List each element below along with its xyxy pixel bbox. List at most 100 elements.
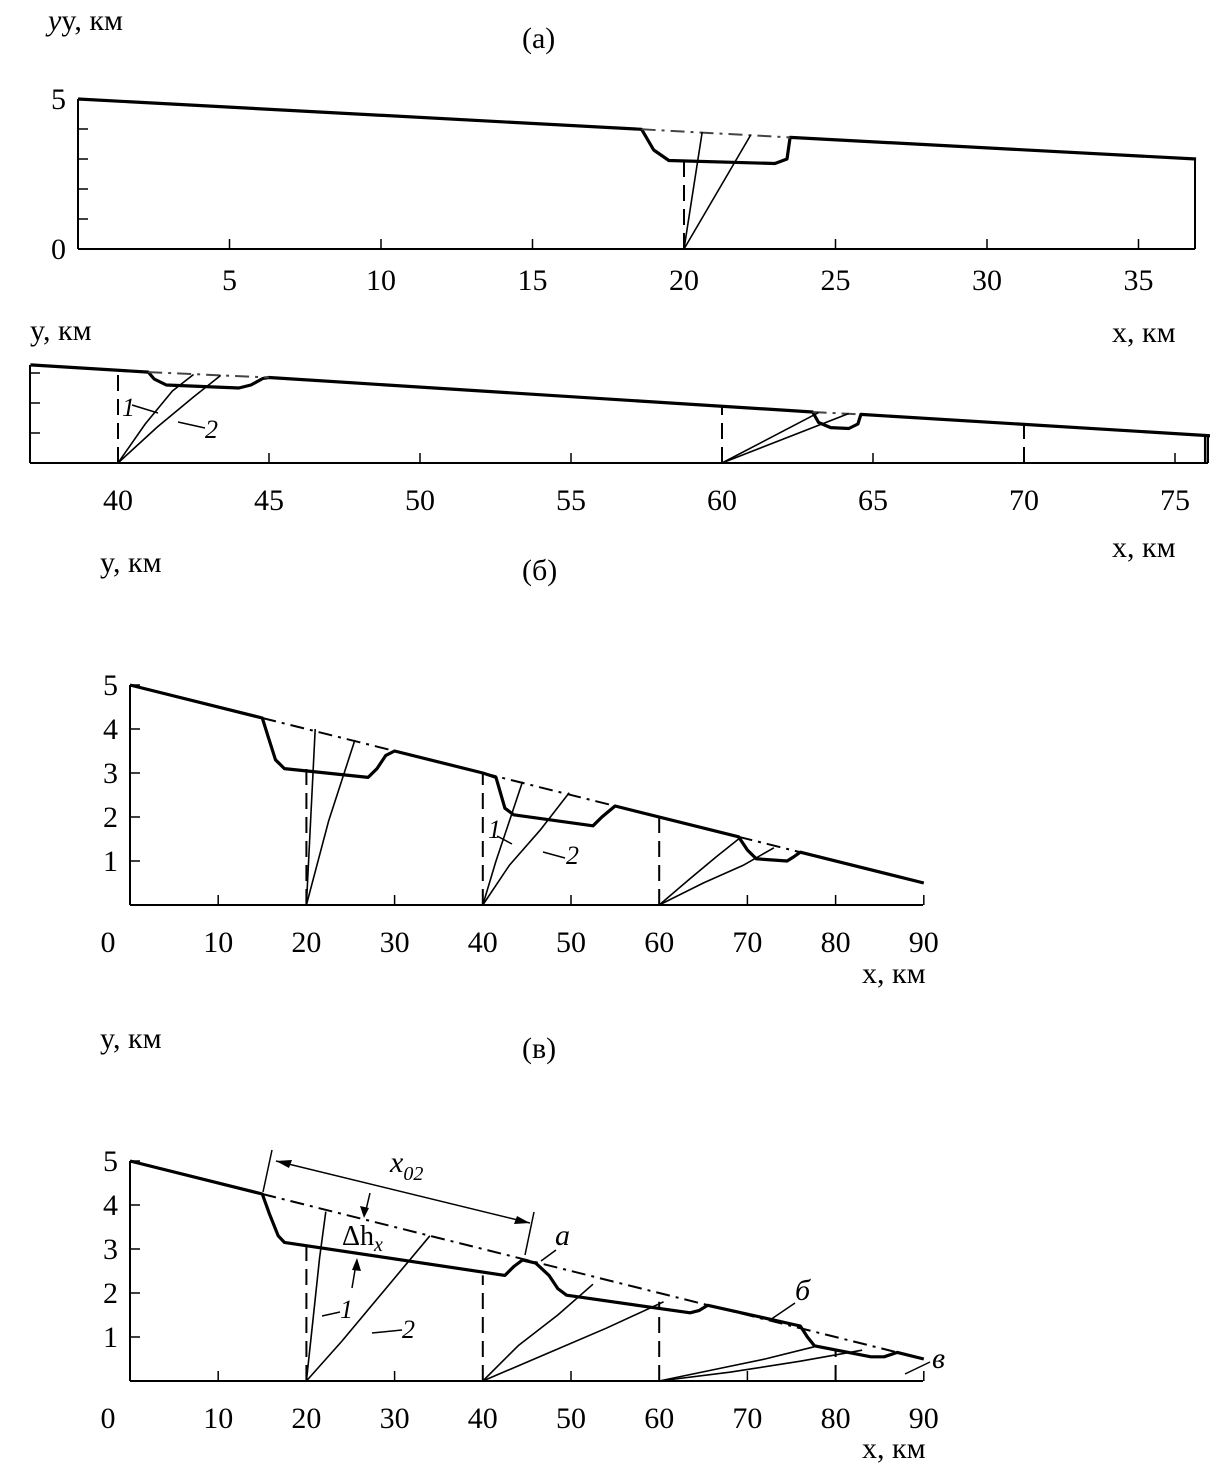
leader-a bbox=[540, 1249, 557, 1262]
series-thin bbox=[117, 373, 194, 464]
arrow-up-icon bbox=[352, 1258, 361, 1271]
y-tick-label: 2 bbox=[103, 801, 118, 834]
x-tick-label: 10 bbox=[366, 264, 396, 297]
panel-label-v: (в) bbox=[522, 1032, 556, 1065]
curve-label-2: 2 bbox=[205, 415, 218, 444]
x-tick-label: 40 bbox=[468, 926, 498, 959]
x-tick-label: 40 bbox=[468, 1402, 498, 1435]
y-tick-label: 3 bbox=[103, 757, 118, 790]
x02-dimension-line bbox=[275, 1160, 531, 1224]
series-profile bbox=[129, 1159, 925, 1361]
ylabel-text: y, км bbox=[61, 4, 123, 37]
x-tick-label: 0 bbox=[101, 1402, 116, 1435]
series-thin bbox=[482, 1301, 664, 1382]
series-thin bbox=[305, 1211, 327, 1382]
series-thin bbox=[659, 1349, 863, 1382]
label-a: а bbox=[555, 1219, 570, 1252]
x02-text: x bbox=[389, 1146, 404, 1179]
label-v: в bbox=[932, 1342, 945, 1375]
panel-v: y, км (в) x, км 1 2 x02 Δhx а б в 0 10 20 3… bbox=[100, 1022, 945, 1465]
leader-2 bbox=[371, 1329, 403, 1334]
series-dashdot bbox=[148, 371, 270, 379]
y-tick-label: 0 bbox=[51, 233, 66, 266]
xlabel-a-top: x, км bbox=[1112, 316, 1176, 349]
ylabel-b: y, км bbox=[100, 546, 162, 579]
x-tick-label: 35 bbox=[1124, 264, 1154, 297]
x-tick-label: 30 bbox=[972, 264, 1002, 297]
y-tick-label: 5 bbox=[103, 1145, 118, 1178]
series-thin bbox=[482, 781, 524, 906]
series-thin bbox=[721, 412, 850, 464]
series-dashdot bbox=[482, 772, 616, 807]
x-tick-label: 60 bbox=[644, 1402, 674, 1435]
series-dashdot bbox=[738, 835, 801, 854]
x-tick-label: 20 bbox=[291, 926, 321, 959]
leader-1 bbox=[496, 835, 513, 845]
xlabel-v: x, км bbox=[862, 1432, 926, 1465]
x-tick-label: 60 bbox=[707, 484, 737, 517]
x-tick-label: 90 bbox=[909, 926, 939, 959]
series-thin bbox=[658, 847, 775, 906]
x-tick-label: 40 bbox=[103, 484, 133, 517]
leader-b bbox=[769, 1302, 796, 1321]
x-tick-label: 50 bbox=[405, 484, 435, 517]
dh-text: Δh bbox=[342, 1221, 374, 1252]
leader-v bbox=[904, 1361, 931, 1375]
arrow-down-icon bbox=[360, 1206, 369, 1218]
y-tick-label: 2 bbox=[103, 1277, 118, 1310]
label-b: б bbox=[795, 1274, 811, 1307]
x-tick-label: 20 bbox=[291, 1402, 321, 1435]
series-dashdot bbox=[262, 717, 395, 752]
curve-label-1: 1 bbox=[122, 393, 135, 422]
x-tick-label: 0 bbox=[101, 926, 116, 959]
x02-label: x02 bbox=[389, 1146, 423, 1185]
series-thin bbox=[659, 1345, 819, 1382]
x-tick-label: 70 bbox=[1009, 484, 1039, 517]
curve-label-2: 2 bbox=[402, 1315, 415, 1344]
x-tick-label: 20 bbox=[669, 264, 699, 297]
series-profile bbox=[129, 683, 925, 885]
y-tick-label: 5 bbox=[103, 669, 118, 702]
leader-2 bbox=[177, 421, 206, 429]
series-thin bbox=[482, 1283, 594, 1382]
x-tick-label: 70 bbox=[732, 1402, 762, 1435]
x-tick-label: 55 bbox=[556, 484, 586, 517]
x-tick-label: 60 bbox=[644, 926, 674, 959]
leader-1 bbox=[321, 1311, 341, 1317]
series-thin bbox=[305, 739, 356, 906]
leader-2 bbox=[542, 851, 566, 859]
y-tick-label: 4 bbox=[103, 1189, 118, 1222]
series-thin bbox=[117, 374, 222, 464]
x-tick-label: 50 bbox=[556, 1402, 586, 1435]
ylabel-v: y, км bbox=[100, 1022, 162, 1055]
x02-subscript: 02 bbox=[403, 1163, 423, 1185]
x-tick-label: 75 bbox=[1160, 484, 1190, 517]
y-tick-label: 4 bbox=[103, 713, 118, 746]
panel-label-a: (а) bbox=[522, 22, 555, 55]
x-tick-label: 80 bbox=[821, 926, 851, 959]
series-thin bbox=[683, 134, 752, 250]
ylabel-a-bottom: y, км bbox=[30, 314, 92, 347]
dh-label: Δhx bbox=[342, 1221, 383, 1256]
x-tick-label: 90 bbox=[909, 1402, 939, 1435]
x-tick-label: 30 bbox=[380, 926, 410, 959]
x-tick-label: 5 bbox=[222, 264, 237, 297]
curve-label-2: 2 bbox=[566, 841, 579, 870]
arrow-left-icon bbox=[276, 1160, 292, 1168]
series-thin bbox=[305, 728, 316, 906]
x-tick-label: 70 bbox=[732, 926, 762, 959]
dh-subscript: x bbox=[373, 1234, 383, 1256]
x-tick-label: 15 bbox=[518, 264, 548, 297]
series-dashdot bbox=[641, 128, 791, 139]
x-tick-label: 10 bbox=[203, 926, 233, 959]
series-profile bbox=[77, 97, 1197, 166]
series-thin bbox=[658, 838, 740, 906]
y-tick-label: 3 bbox=[103, 1233, 118, 1266]
x-tick-label: 30 bbox=[380, 1402, 410, 1435]
series-dashdot bbox=[812, 411, 861, 416]
series-dashdot bbox=[262, 1193, 907, 1356]
y-tick-label: 5 bbox=[51, 83, 66, 116]
curve-label-1: 1 bbox=[488, 815, 501, 844]
x-tick-label: 25 bbox=[821, 264, 851, 297]
